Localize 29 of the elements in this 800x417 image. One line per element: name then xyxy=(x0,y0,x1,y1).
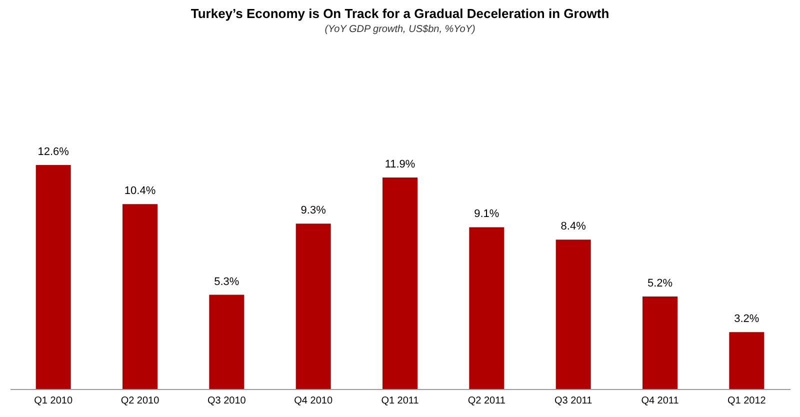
bar xyxy=(209,294,244,389)
bar xyxy=(642,296,678,389)
x-tick-label: Q3 2010 xyxy=(207,396,246,406)
bar xyxy=(382,177,418,389)
x-tick-label: Q4 2011 xyxy=(641,396,680,406)
data-label: 9.3% xyxy=(300,204,326,217)
x-tick-label: Q1 2012 xyxy=(727,396,766,406)
data-label: 10.4% xyxy=(124,185,156,198)
bar xyxy=(296,224,331,389)
x-tick-label: Q4 2010 xyxy=(294,396,333,406)
x-tick-label: Q1 2010 xyxy=(34,396,73,406)
bar xyxy=(469,227,504,389)
bar xyxy=(122,204,158,389)
chart-subtitle: (YoY GDP growth, US$bn, %YoY) xyxy=(324,24,476,35)
data-label: 11.9% xyxy=(384,158,416,170)
data-label: 8.4% xyxy=(560,220,586,233)
bar xyxy=(36,165,71,389)
bar xyxy=(556,240,591,389)
x-tick-label: Q1 2011 xyxy=(381,396,420,406)
bar xyxy=(729,332,764,389)
data-label: 5.2% xyxy=(647,278,673,290)
x-tick-label: Q3 2011 xyxy=(554,396,593,406)
data-label: 9.1% xyxy=(474,208,500,220)
chart-title: Turkey’s Economy is On Track for a Gradual Deceleration in Growth xyxy=(190,6,610,21)
data-label: 3.2% xyxy=(734,313,760,326)
data-label: 12.6% xyxy=(38,146,70,158)
x-tick-label: Q2 2010 xyxy=(120,396,160,406)
data-label: 5.3% xyxy=(214,276,240,288)
x-tick-label: Q2 2011 xyxy=(468,396,506,406)
